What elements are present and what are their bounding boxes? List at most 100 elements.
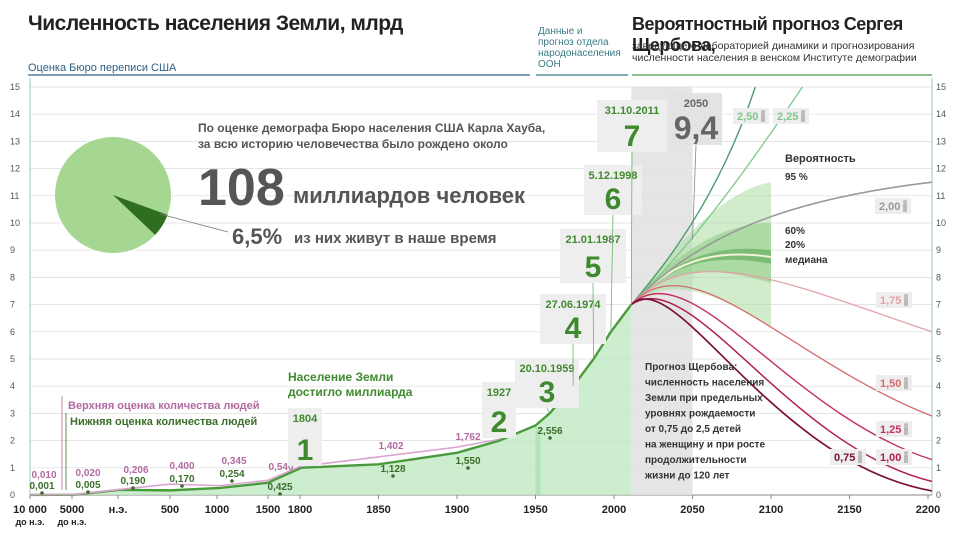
- scenario-labels: 2,50 2,25 2,00 1,75 1,50 1,25 1,00 0,75: [733, 108, 912, 465]
- x-tick-label: 2000: [602, 504, 626, 516]
- y-tick-right: 11: [936, 191, 945, 201]
- y-tick-right: 6: [936, 327, 941, 337]
- milestone-date: 2050: [684, 98, 708, 110]
- milestone-5: 21.01.1987 5: [560, 229, 626, 360]
- y-tick-left: 8: [10, 272, 15, 282]
- lower-estimate: 0,425: [267, 482, 292, 493]
- y-tick-right: 15: [936, 82, 946, 92]
- scenario-value: 2,25: [777, 111, 798, 123]
- milestone-box: [584, 165, 642, 215]
- grid: [29, 78, 933, 496]
- scenario-line: [630, 270, 933, 333]
- scenario-label-box: [733, 108, 769, 124]
- lower-estimate-dot: [548, 436, 552, 440]
- person-icon: [904, 298, 908, 306]
- prob-20: 20%: [785, 240, 805, 251]
- scenario-line: [630, 297, 933, 483]
- y-tick-right: 12: [936, 164, 946, 174]
- history-line: [29, 303, 633, 497]
- scherbov-note-line: Прогноз Щербова:: [645, 361, 737, 373]
- person-icon: [903, 200, 907, 204]
- prob-60: 60%: [785, 226, 805, 237]
- prob-title: Вероятность: [785, 153, 856, 165]
- lower-estimate-dot: [131, 486, 135, 490]
- scenario-label-box: [773, 108, 809, 124]
- scenario-value: 1,25: [880, 424, 901, 436]
- area-shade: [535, 427, 541, 495]
- milestone-leader: [610, 214, 614, 332]
- x-tick-label: 10 000: [13, 504, 47, 516]
- milestones: 180411927220.10.1959327.06.1974421.01.19…: [288, 93, 722, 469]
- big-text: миллиардов человек: [293, 183, 526, 208]
- upper-estimate: 0,540: [268, 462, 293, 473]
- milestone-leader: [630, 151, 633, 305]
- y-tick-left: 2: [10, 436, 15, 446]
- x-tick-label: н.э.: [109, 504, 128, 516]
- milestone-date: 21.01.1987: [565, 234, 620, 246]
- pct-text: из них живут в наше время: [294, 230, 497, 247]
- scenario-label-box: [876, 292, 912, 308]
- info-line1: По оценке демографа Бюро населения США К…: [198, 121, 545, 135]
- scherbov-note-line: на женщину и при росте: [645, 440, 765, 451]
- milestone-number: 5: [585, 251, 602, 284]
- milestone-number: 1: [297, 434, 314, 467]
- y-tick-left: 4: [10, 381, 15, 391]
- y-tick-right: 3: [936, 408, 941, 418]
- prob-median: медиана: [785, 255, 828, 266]
- milestone-box: [515, 358, 579, 408]
- y-tick-right: 14: [936, 109, 946, 119]
- y-tick-right: 13: [936, 136, 946, 146]
- y-tick-right: 8: [936, 272, 941, 282]
- scherbov-note-line: жизни до 120 лет: [644, 471, 730, 482]
- x-tick-label: 1000: [205, 504, 229, 516]
- person-icon: [904, 294, 908, 298]
- milestone-date: 1804: [293, 413, 318, 425]
- lower-estimate: 1,128: [380, 464, 405, 475]
- info-line2: за всю историю человечества было рождено…: [198, 137, 508, 151]
- y-tick-left: 12: [10, 164, 20, 174]
- y-tick-left: 14: [10, 109, 20, 119]
- milestone-date: 5.12.1998: [589, 170, 638, 182]
- y-tick-right: 2: [936, 436, 941, 446]
- scherbov-note-line: численность населения: [645, 378, 764, 389]
- y-tick-left: 3: [10, 408, 15, 418]
- milestone-box: [540, 294, 606, 344]
- x-tick-label: 2100: [759, 504, 783, 516]
- scherbov-note: Прогноз Щербова: численность населения Зем…: [644, 361, 765, 482]
- milestone-box: [482, 382, 516, 438]
- scenario-value: 1,50: [880, 378, 901, 390]
- scherbov-note-line: продолжительности: [645, 455, 747, 466]
- lower-estimate-dot: [466, 466, 470, 470]
- milestone-number: 7: [624, 120, 641, 153]
- y-tick-left: 6: [10, 327, 15, 337]
- scenario-value: 1,00: [880, 452, 901, 464]
- upper-estimate: 1,762: [455, 432, 480, 443]
- person-icon: [903, 204, 907, 212]
- scherbov-title: Вероятностный прогноз Сергея Щербова,: [632, 14, 903, 55]
- lower-estimate-dot: [86, 490, 90, 494]
- person-icon: [858, 451, 862, 455]
- prob-95: 95 %: [785, 172, 808, 183]
- scenario-label: 1,25: [876, 421, 912, 437]
- x-tick-label: 1850: [366, 504, 390, 516]
- y-tick-right: 4: [936, 381, 941, 391]
- x-tick-label: 5000: [60, 504, 84, 516]
- lower-estimate: 0,254: [219, 469, 244, 480]
- person-icon: [904, 377, 908, 381]
- y-tick-left: 11: [10, 191, 19, 201]
- person-icon: [904, 381, 908, 389]
- upper-estimate: 1,402: [378, 441, 403, 452]
- person-icon: [801, 114, 805, 122]
- bureau-label: Оценка Бюро переписи США: [28, 62, 177, 74]
- milestone-leader: [546, 407, 550, 414]
- scenario-value: 0,75: [834, 452, 855, 464]
- big-number: 108: [198, 159, 285, 217]
- chart-title: Численность населения Земли, млрд: [28, 12, 403, 35]
- y-tick-right: 5: [936, 354, 941, 364]
- y-tick-right: 7: [936, 300, 941, 310]
- upper-estimate: 0,010: [31, 470, 56, 481]
- history-area: [30, 304, 632, 495]
- scenario-label: 2,50: [733, 108, 769, 124]
